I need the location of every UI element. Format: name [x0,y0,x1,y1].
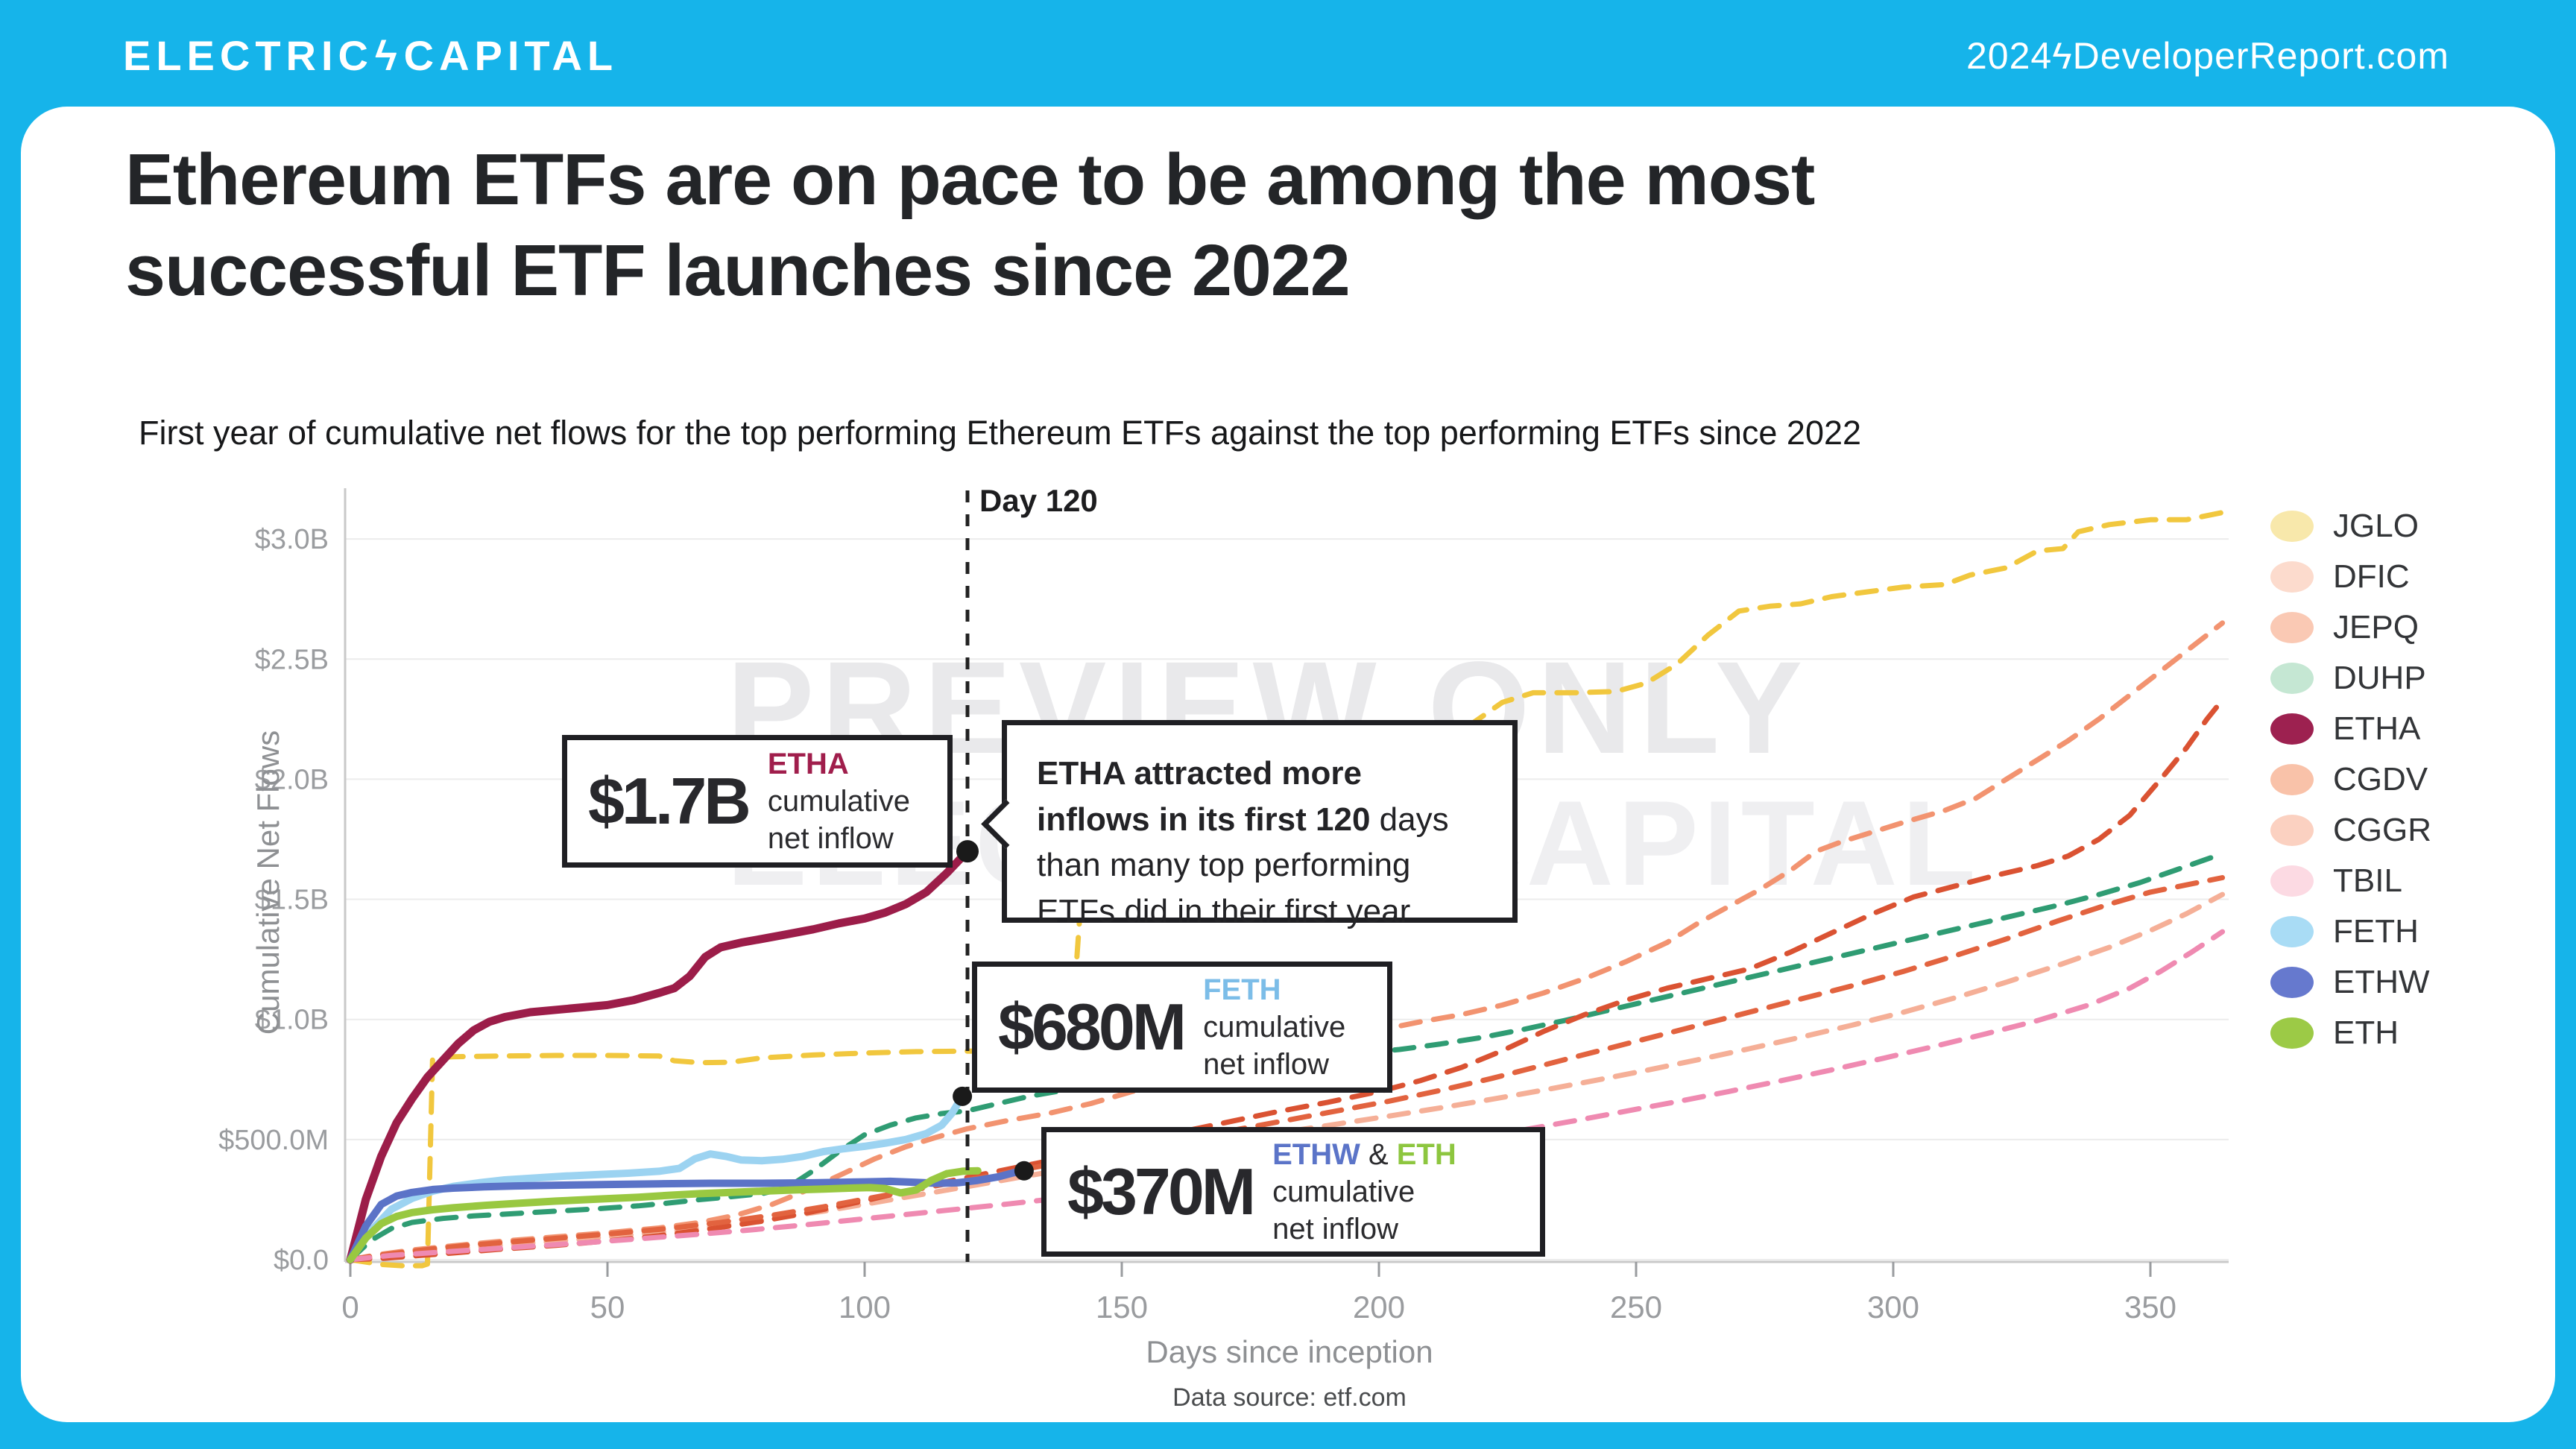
legend-label: FETH [2333,913,2419,950]
report-site: DeveloperReport.com [2072,35,2449,77]
etha-callout: ETHA attracted more inflows in its first… [981,720,1518,929]
y-tick-label: $0.0 [274,1245,329,1276]
ethw-ticker: ETHW [1272,1138,1360,1171]
legend-label: ETHW [2333,964,2430,1000]
ethw-eth-inflow-text2: net inflow [1272,1213,1399,1246]
series-line-cgdv [347,697,2226,1263]
feth-inflow-desc: FETH cumulative net inflow [1203,971,1387,1083]
y-tick-label: $1.0B [255,1005,329,1036]
ethw-eth-inflow-annotation: $370M ETHW & ETH cumulative net inflow [1041,1127,1545,1257]
day-120-label: Day 120 [979,483,1098,518]
series-line-eth [347,1167,982,1263]
y-tick-label: $500.0M [218,1125,329,1156]
x-tick-label: 200 [1353,1289,1405,1325]
x-tick-label: 150 [1096,1289,1148,1325]
legend-swatch-icon [2270,916,2314,947]
endpoint-dot [953,1086,973,1106]
legend-swatch-icon [2270,764,2314,795]
chart-subtitle: First year of cumulative net flows for t… [139,414,1862,452]
page-title: Ethereum ETFs are on pace to be among th… [125,139,1815,312]
x-tick-label: 350 [2124,1289,2176,1325]
etha-inflow-text2: net inflow [767,822,894,855]
endpoint-dot [956,840,979,863]
legend-label: DUHP [2333,660,2426,696]
legend-swatch-icon [2270,561,2314,593]
etha-ticker: ETHA [767,748,849,780]
legend-swatch-icon [2270,713,2314,745]
feth-inflow-text: cumulative [1203,1011,1346,1044]
x-tick-label: 300 [1867,1289,1919,1325]
report-year: 2024 [1966,35,2053,77]
developer-report-link[interactable]: 2024ϟDeveloperReport.com [1966,34,2449,78]
legend-label: ETH [2333,1014,2399,1051]
y-axis-title: Cumulative Net Flows [250,730,285,1035]
legend-label: DFIC [2333,558,2410,595]
legend-item-cgdv[interactable]: CGDV [2270,754,2431,805]
etha-inflow-annotation: $1.7B ETHA cumulative net inflow [562,735,953,868]
legend-item-etha[interactable]: ETHA [2270,704,2431,754]
ethw-eth-inflow-desc: ETHW & ETH cumulative net inflow [1272,1136,1540,1248]
feth-inflow-value: $680M [998,990,1187,1064]
legend-label: CGDV [2333,761,2428,798]
lightning-bolt-icon: ϟ [2052,35,2073,77]
legend-label: TBIL [2333,862,2402,899]
series-line-cggr [347,875,2226,1263]
legend-swatch-icon [2270,815,2314,846]
legend-label: ETHA [2333,710,2421,747]
y-tick-label: $2.0B [255,764,329,795]
legend-label: JEPQ [2333,609,2419,645]
x-tick-label: 0 [341,1289,359,1325]
legend-item-tbil[interactable]: TBIL [2270,856,2431,906]
legend-swatch-icon [2270,967,2314,998]
x-axis-title: Days since inception [1146,1334,1433,1369]
callout-bold-text: ETHA attracted more inflows in its first… [1037,755,1371,838]
y-tick-label: $3.0B [255,524,329,555]
legend-item-ethw[interactable]: ETHW [2270,957,2431,1008]
legend-label: JGLO [2333,508,2419,544]
legend-item-cggr[interactable]: CGGR [2270,805,2431,856]
logo-text-right: CAPITAL [403,32,619,79]
legend-item-eth[interactable]: ETH [2270,1008,2431,1058]
series-line-etha [346,847,972,1264]
legend-label: CGGR [2333,812,2431,848]
legend-swatch-icon [2270,1017,2314,1049]
callout-rest-text: days than many top performing ETFs did i… [1037,801,1449,929]
legend-swatch-icon [2270,612,2314,643]
etha-inflow-value: $1.7B [588,764,751,838]
feth-inflow-text2: net inflow [1203,1048,1330,1081]
top-bar: ELECTRICϟCAPITAL 2024ϟDeveloperReport.co… [0,0,2576,107]
x-tick-label: 100 [839,1289,891,1325]
ethw-eth-inflow-value: $370M [1067,1155,1256,1228]
legend-item-jglo[interactable]: JGLO [2270,501,2431,552]
amp-text: & [1360,1138,1397,1171]
electric-capital-logo: ELECTRICϟCAPITAL [123,31,618,80]
endpoint-dot [1014,1161,1034,1181]
lightning-bolt-icon: ϟ [375,32,402,79]
etha-inflow-desc: ETHA cumulative net inflow [768,745,947,857]
legend-item-dfic[interactable]: DFIC [2270,552,2431,602]
legend-swatch-icon [2270,663,2314,694]
legend-item-duhp[interactable]: DUHP [2270,653,2431,704]
feth-ticker: FETH [1203,973,1281,1006]
chart-legend: JGLO DFIC JEPQ DUHP ETHA CGDV CGGR TBIL FETH ETHW… [2270,501,2431,1058]
legend-item-jepq[interactable]: JEPQ [2270,602,2431,653]
legend-item-feth[interactable]: FETH [2270,906,2431,957]
ethw-eth-inflow-text: cumulative [1272,1175,1415,1208]
series-line-ethw [347,1167,1028,1263]
legend-swatch-icon [2270,511,2314,542]
data-source-note: Data source: etf.com [1172,1383,1407,1412]
x-tick-label: 250 [1610,1289,1662,1325]
eth-ticker: ETH [1396,1138,1456,1171]
x-tick-label: 50 [590,1289,625,1325]
y-tick-label: $2.5B [255,644,329,675]
y-tick-label: $1.5B [255,885,329,916]
logo-text-left: ELECTRIC [123,32,373,79]
etha-inflow-text: cumulative [767,785,911,818]
series-line-dfic [347,891,2226,1263]
legend-swatch-icon [2270,865,2314,897]
feth-inflow-annotation: $680M FETH cumulative net inflow [972,962,1392,1093]
